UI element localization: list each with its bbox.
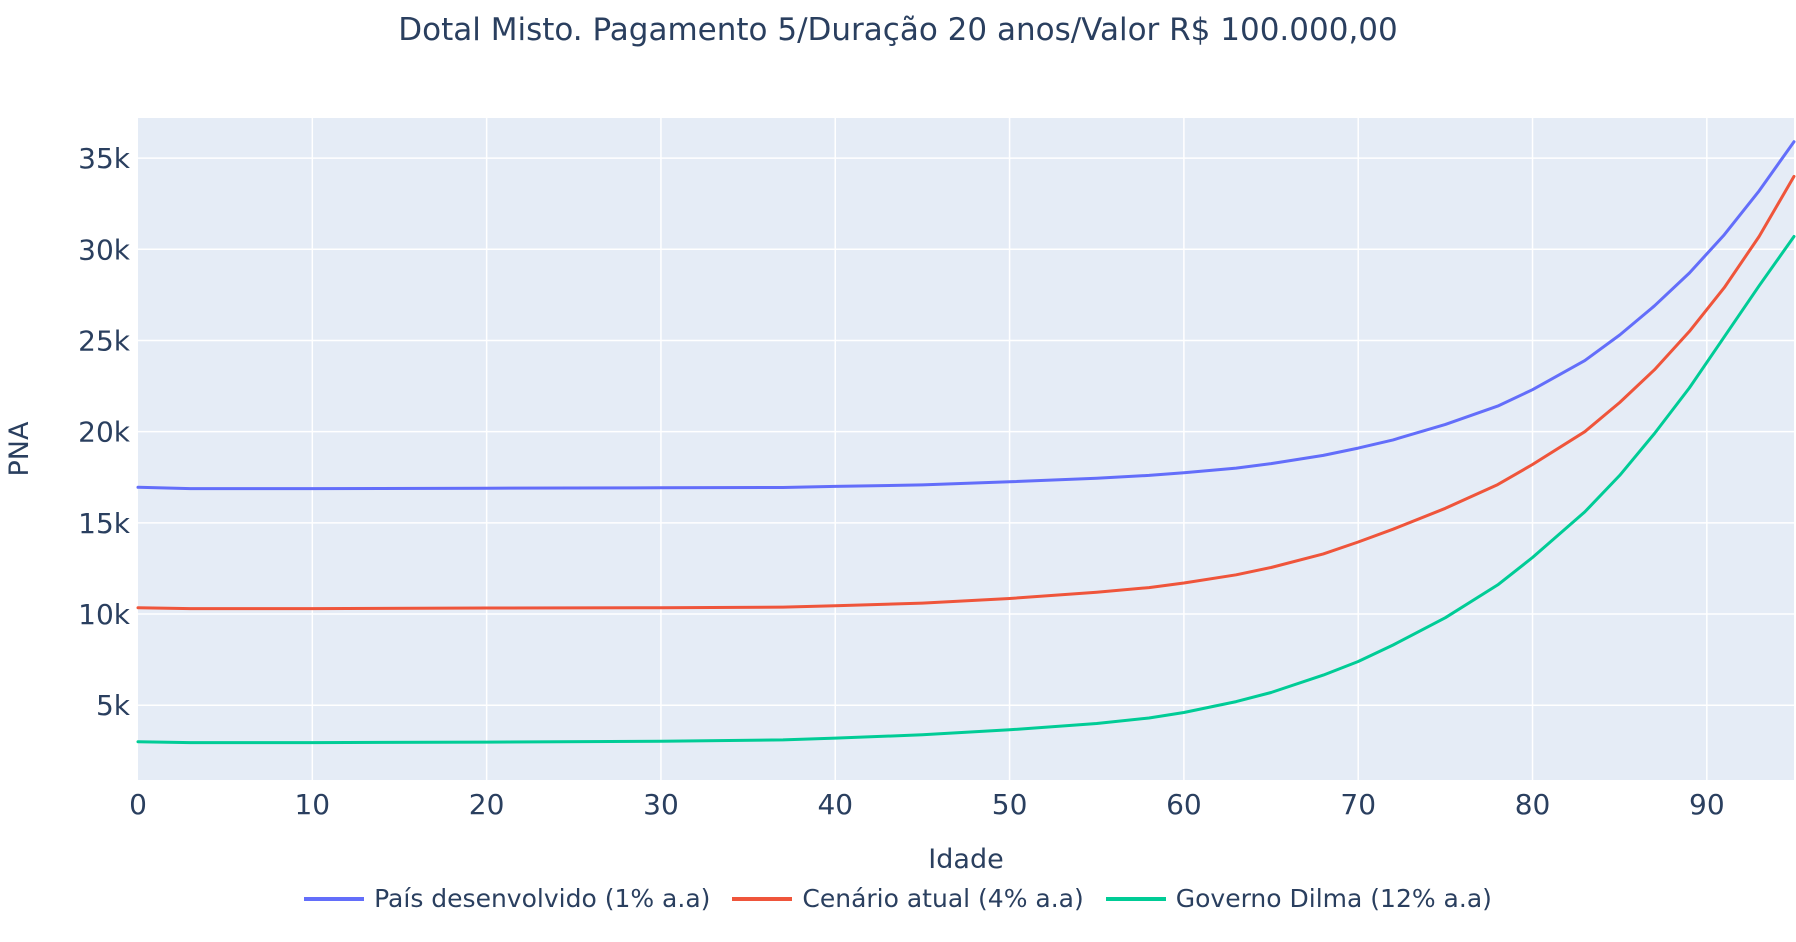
series-line-1 — [136, 140, 1796, 491]
x-tick-label: 20 — [469, 788, 505, 821]
legend-swatch — [732, 896, 793, 901]
x-tick-label: 30 — [643, 788, 679, 821]
series-line-3 — [136, 235, 1796, 745]
y-tick-label: 10k — [78, 598, 131, 631]
x-tick-label: 0 — [129, 788, 147, 821]
legend-swatch — [304, 896, 365, 901]
legend-item[interactable]: País desenvolvido (1% a.a) — [304, 884, 710, 913]
plot-area — [138, 118, 1794, 780]
legend: País desenvolvido (1% a.a) Cenário atual … — [0, 884, 1796, 913]
x-axis-label: Idade — [928, 844, 1003, 875]
x-tick-label: 80 — [1515, 788, 1551, 821]
y-tick-label: 25k — [78, 324, 131, 357]
legend-label: Governo Dilma (12% a.a) — [1175, 884, 1492, 913]
legend-item[interactable]: Cenário atual (4% a.a) — [732, 884, 1084, 913]
legend-label: País desenvolvido (1% a.a) — [374, 884, 711, 913]
series-line-2 — [136, 174, 1796, 611]
x-tick-labels: 0 10 20 30 40 50 60 70 80 90 — [129, 788, 1725, 821]
y-tick-label: 5k — [96, 689, 131, 722]
x-tick-label: 90 — [1689, 788, 1725, 821]
y-axis-label: PNA — [4, 421, 35, 476]
y-tick-labels: 5k 10k 15k 20k 25k 30k 35k — [78, 142, 131, 722]
legend-label: Cenário atual (4% a.a) — [802, 884, 1084, 913]
y-tick-label: 20k — [78, 416, 131, 449]
line-chart: 0 10 20 30 40 50 60 70 80 90 5k 10k 15k 20k 25k 30k 35k… — [4, 118, 1796, 875]
y-tick-label: 35k — [78, 142, 131, 175]
x-tick-label: 50 — [992, 788, 1028, 821]
x-tick-label: 10 — [294, 788, 330, 821]
legend-swatch — [1105, 896, 1166, 901]
x-tick-label: 40 — [817, 788, 853, 821]
chart-title: Dotal Misto. Pagamento 5/Duração 20 anos… — [398, 12, 1398, 48]
x-tick-label: 60 — [1166, 788, 1202, 821]
y-tick-label: 15k — [78, 507, 131, 540]
y-tick-label: 30k — [78, 233, 131, 266]
legend-item[interactable]: Governo Dilma (12% a.a) — [1105, 884, 1492, 913]
x-tick-label: 70 — [1340, 788, 1376, 821]
series-layer — [136, 140, 1796, 745]
grid — [138, 118, 1794, 780]
